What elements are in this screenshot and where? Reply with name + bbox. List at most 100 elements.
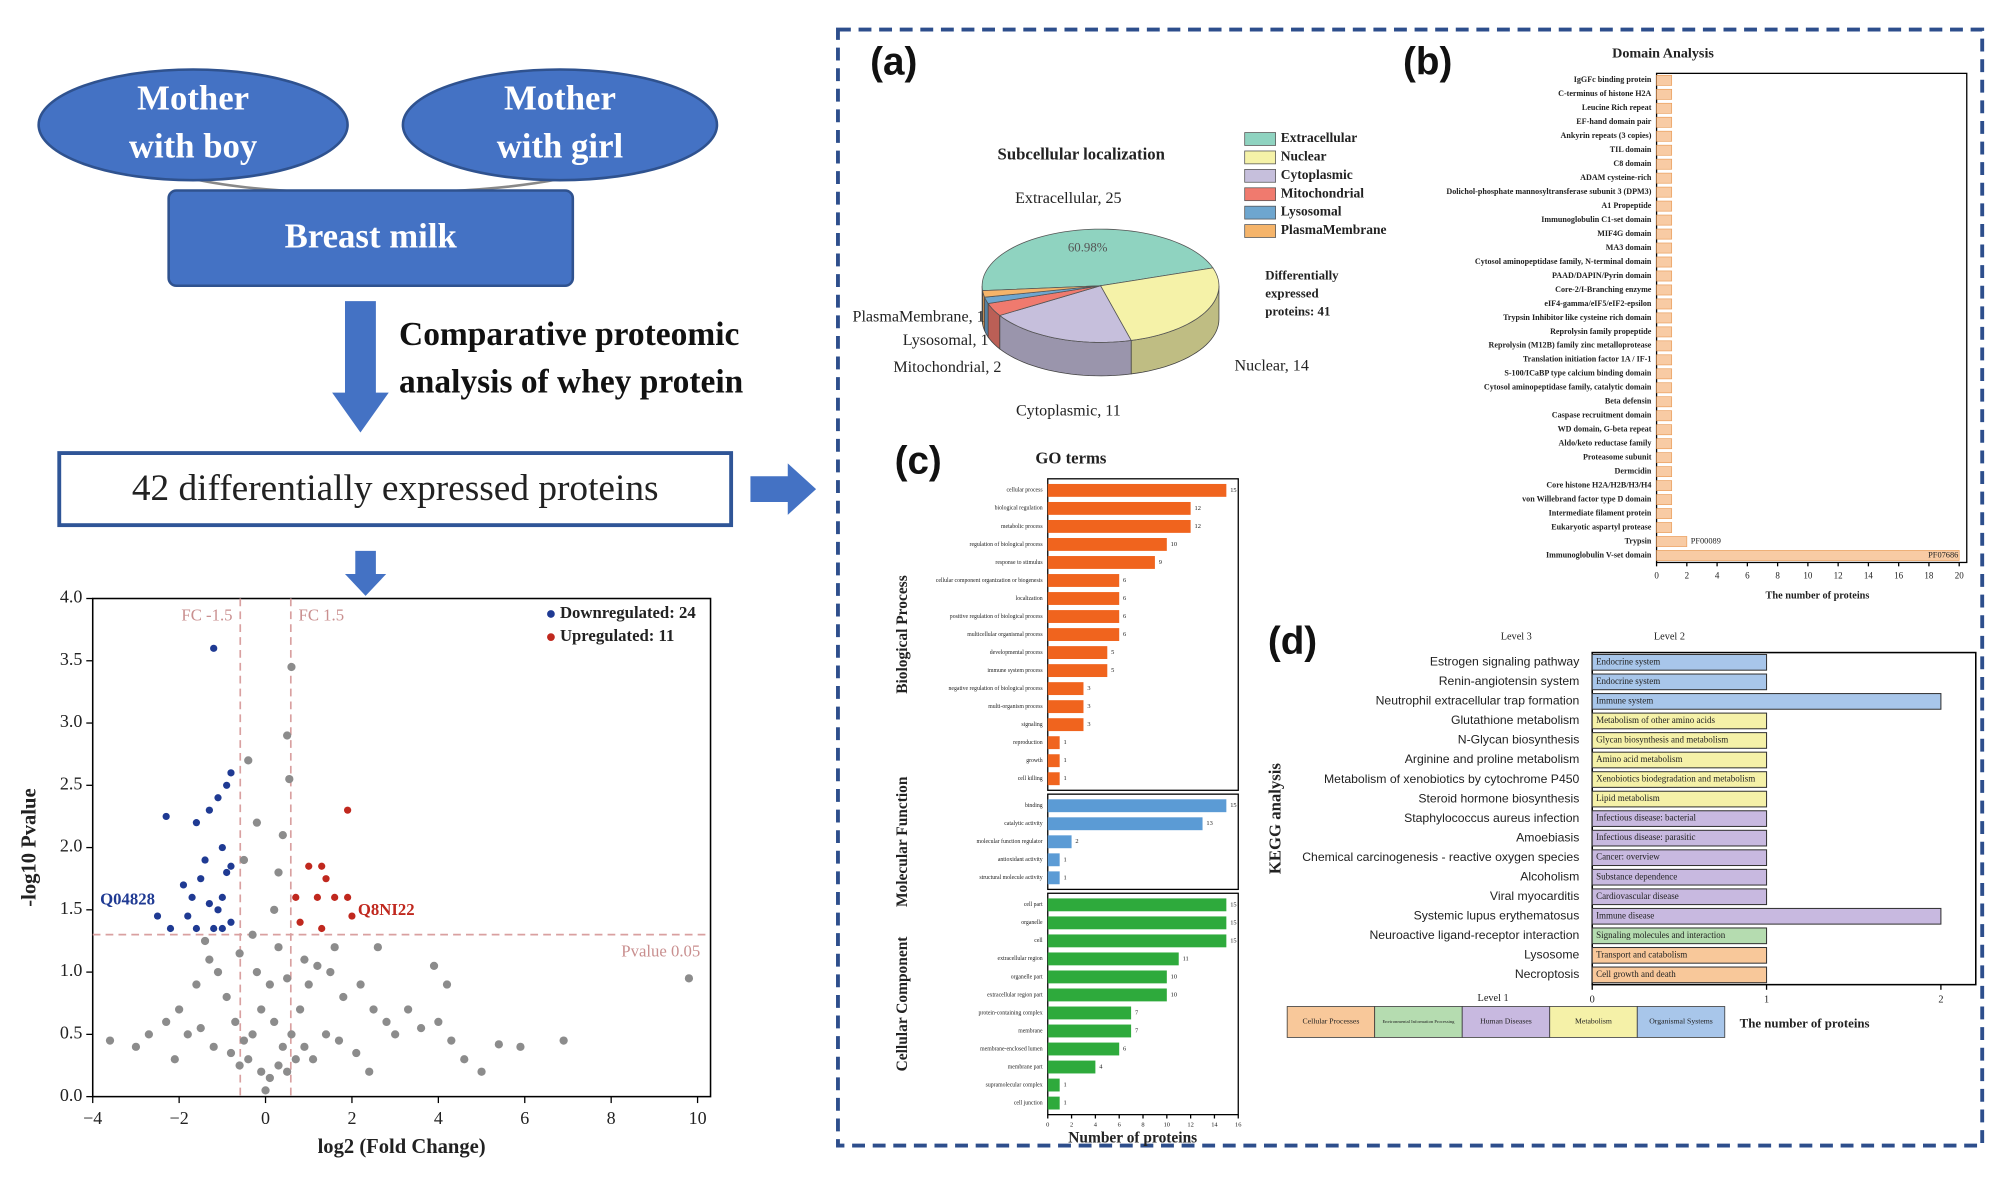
y-tick-label: Arginine and proline metabolism — [1405, 752, 1580, 766]
y-tick-label: 1.5 — [60, 898, 83, 918]
value-label: 3 — [1087, 703, 1090, 710]
y-tick-label: Immunoglobulin C1-set domain — [1541, 215, 1652, 224]
point — [162, 1017, 171, 1027]
pie-slice — [987, 285, 1101, 316]
x-tick-label: 10 — [689, 1108, 707, 1128]
bar — [1047, 952, 1179, 966]
bar — [1591, 790, 1768, 808]
y-tick-label: regulation of biological process — [970, 541, 1044, 548]
point — [274, 943, 283, 952]
point — [214, 794, 222, 802]
y-tick-label: response to stimulus — [995, 560, 1043, 566]
bar — [1591, 751, 1768, 769]
x-tick-label: −2 — [170, 1108, 189, 1128]
bar — [1656, 214, 1673, 226]
point — [308, 1055, 318, 1064]
y-tick-label: Viral myocarditis — [1490, 889, 1579, 903]
y-tick-label: ADAM cysteine-rich — [1580, 173, 1652, 182]
bar — [1047, 835, 1072, 849]
bar — [1047, 610, 1120, 623]
point — [344, 806, 352, 814]
result-label: 42 differentially expressed proteins — [132, 468, 659, 509]
bar — [1656, 312, 1673, 324]
bar — [1047, 519, 1191, 533]
y-tick-label: membrane part — [1008, 1064, 1043, 1070]
y-tick-label: Immunoglobulin V-set domain — [1546, 550, 1652, 559]
bar — [1047, 871, 1060, 885]
bar — [1656, 480, 1673, 491]
y-tick-label: Leucine Rich repeat — [1582, 103, 1652, 112]
point — [105, 1036, 115, 1045]
y-tick-label: cell — [1034, 938, 1043, 944]
point — [213, 967, 223, 977]
point — [300, 1042, 309, 1051]
arrow — [750, 463, 817, 515]
point — [244, 1055, 253, 1064]
value-label: 1 — [1064, 1082, 1067, 1089]
pie-note: Differentially — [1265, 269, 1339, 283]
threshold-label: FC 1.5 — [299, 605, 345, 624]
x-tick-label: 10 — [1164, 1121, 1170, 1128]
value-label: 1 — [1064, 739, 1067, 746]
value-label: 5 — [1111, 649, 1114, 656]
point — [278, 1042, 287, 1051]
level2-label: Glycan biosynthesis and metabolism — [1596, 735, 1728, 745]
point — [209, 1042, 218, 1051]
y-tick-label: localization — [1016, 596, 1043, 602]
point — [295, 1005, 305, 1014]
bar — [1047, 682, 1084, 696]
y-tick-label: PAAD/DAPIN/Pyrin domain — [1552, 271, 1652, 280]
point — [170, 1055, 179, 1064]
point — [283, 731, 292, 740]
point — [516, 1042, 525, 1051]
bar — [1656, 354, 1673, 366]
legend-swatch — [1244, 205, 1276, 220]
legend-label: Downregulated: 24 — [560, 603, 696, 622]
level2-label: Cancer: overview — [1596, 852, 1660, 862]
y-tick-label: Core-2/I-Branching enzyme — [1555, 285, 1652, 294]
bar — [1656, 74, 1673, 86]
point — [235, 1061, 244, 1070]
point — [283, 974, 292, 983]
y-tick-label: metabolic process — [1001, 524, 1043, 530]
point — [235, 949, 244, 958]
x-tick-label: 14 — [1864, 571, 1874, 581]
point — [373, 943, 382, 952]
pie-note: proteins: 41 — [1265, 305, 1330, 319]
y-tick-label: Staphylococcus aureus infection — [1404, 811, 1579, 825]
x-tick-label: 16 — [1235, 1121, 1242, 1128]
bar-annotation: PF00089 — [1691, 536, 1721, 545]
panel-frame — [836, 27, 1985, 1148]
legend-swatch — [1286, 1006, 1376, 1038]
y-axis-label: -log10 Pvalue — [19, 788, 41, 906]
oval-label: Mother — [504, 79, 616, 118]
point — [300, 955, 309, 964]
bar — [1591, 888, 1768, 906]
y-tick-label: 2.0 — [60, 836, 83, 856]
y-tick-label: developmental process — [990, 650, 1044, 656]
value-label: 15 — [1230, 937, 1236, 944]
value-label: 10 — [1171, 541, 1177, 548]
bar — [1656, 102, 1673, 114]
y-tick-label: multicellular organismal process — [967, 632, 1043, 638]
point — [201, 856, 209, 864]
y-tick-label: Beta defensin — [1605, 397, 1652, 406]
chart-title: Domain Analysis — [1612, 45, 1714, 61]
bar — [1047, 988, 1167, 1002]
bar — [1656, 144, 1673, 156]
slice-label: Lysosomal, 1 — [903, 332, 989, 349]
value-label: 6 — [1123, 595, 1127, 602]
y-tick-label: C8 domain — [1613, 159, 1652, 168]
x-tick-label: 0 — [1590, 994, 1595, 1005]
slice-label: Nuclear, 14 — [1235, 358, 1309, 375]
bar — [1047, 556, 1155, 569]
point — [391, 1030, 400, 1039]
point — [239, 855, 249, 865]
point — [331, 893, 339, 901]
bar — [1591, 868, 1768, 886]
y-tick-label: membrane-enclosed lumen — [980, 1046, 1043, 1052]
pie-note: expressed — [1265, 287, 1318, 301]
x-tick-label: 4 — [1715, 571, 1720, 581]
bar — [1656, 396, 1673, 408]
bar — [1591, 771, 1768, 788]
